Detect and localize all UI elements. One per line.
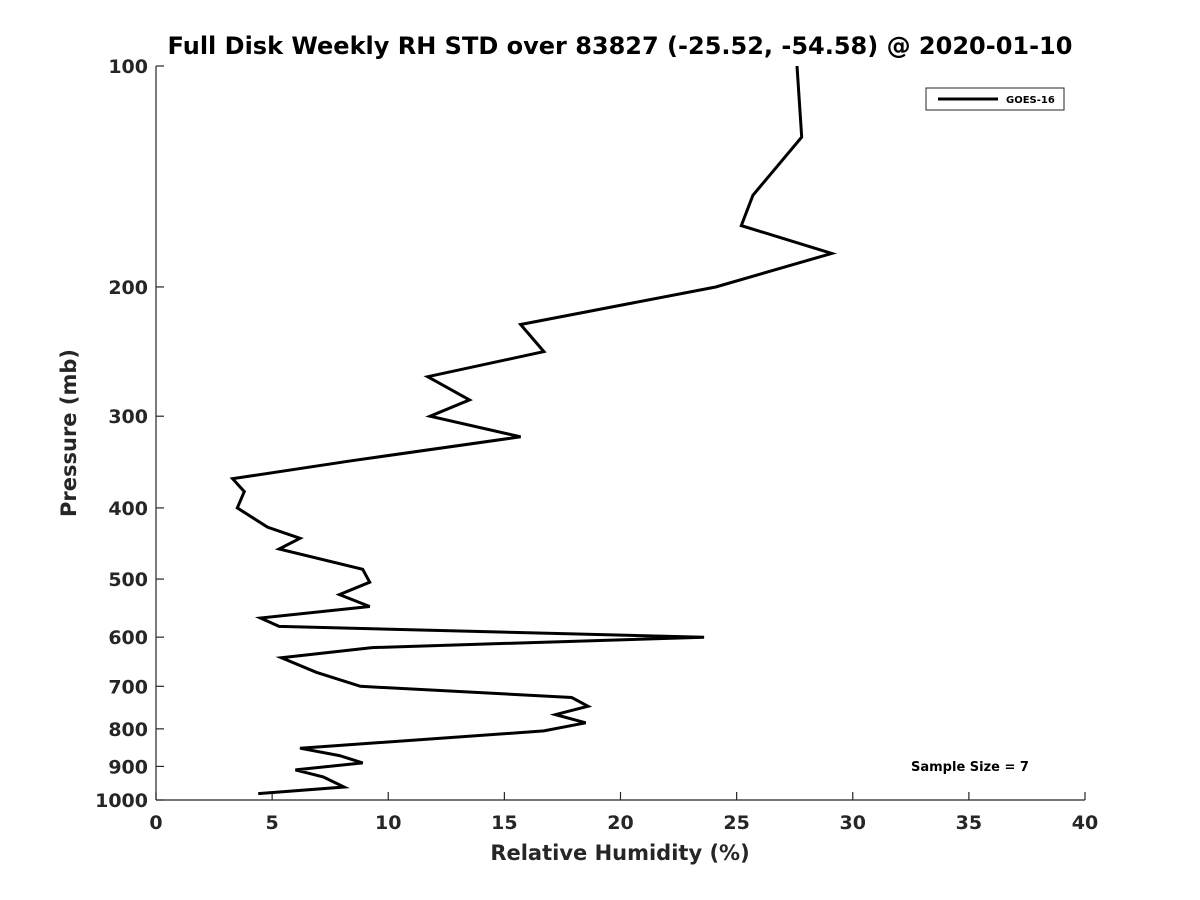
y-tick-label: 600 bbox=[108, 627, 148, 649]
x-tick-label: 35 bbox=[956, 812, 982, 834]
series-layer bbox=[229, 65, 838, 796]
y-tick-label: 700 bbox=[108, 676, 148, 698]
y-axis-label: Pressure (mb) bbox=[57, 349, 81, 517]
x-tick-label: 20 bbox=[607, 812, 633, 834]
y-tick-label: 300 bbox=[108, 406, 148, 428]
y-tick-label: 900 bbox=[108, 756, 148, 778]
y-ticks: 100 200 300 400 500 600 700 800 900 1000 bbox=[95, 56, 164, 812]
y-tick-label: 1000 bbox=[95, 790, 148, 812]
legend-label-goes-16: GOES-16 bbox=[1006, 95, 1055, 106]
y-tick-label: 800 bbox=[108, 719, 148, 741]
legend: GOES-16 bbox=[925, 87, 1065, 111]
x-tick-label: 10 bbox=[375, 812, 401, 834]
series-line-goes-16 bbox=[229, 65, 838, 796]
x-tick-label: 25 bbox=[723, 812, 749, 834]
x-tick-label: 40 bbox=[1072, 812, 1098, 834]
x-axis-label: Relative Humidity (%) bbox=[490, 841, 749, 865]
x-tick-label: 5 bbox=[266, 812, 279, 834]
y-tick-label: 400 bbox=[108, 498, 148, 520]
chart-title: Full Disk Weekly RH STD over 83827 (-25.… bbox=[168, 32, 1073, 60]
x-tick-label: 30 bbox=[840, 812, 866, 834]
sample-size-annotation: Sample Size = 7 bbox=[911, 760, 1029, 775]
x-tick-label: 15 bbox=[491, 812, 517, 834]
x-ticks: 0 5 10 15 20 25 30 35 40 bbox=[149, 792, 1098, 834]
y-tick-label: 200 bbox=[108, 277, 148, 299]
x-tick-label: 0 bbox=[149, 812, 162, 834]
axes bbox=[155, 66, 1085, 801]
y-tick-label: 100 bbox=[108, 56, 148, 78]
y-tick-label: 500 bbox=[108, 569, 148, 591]
